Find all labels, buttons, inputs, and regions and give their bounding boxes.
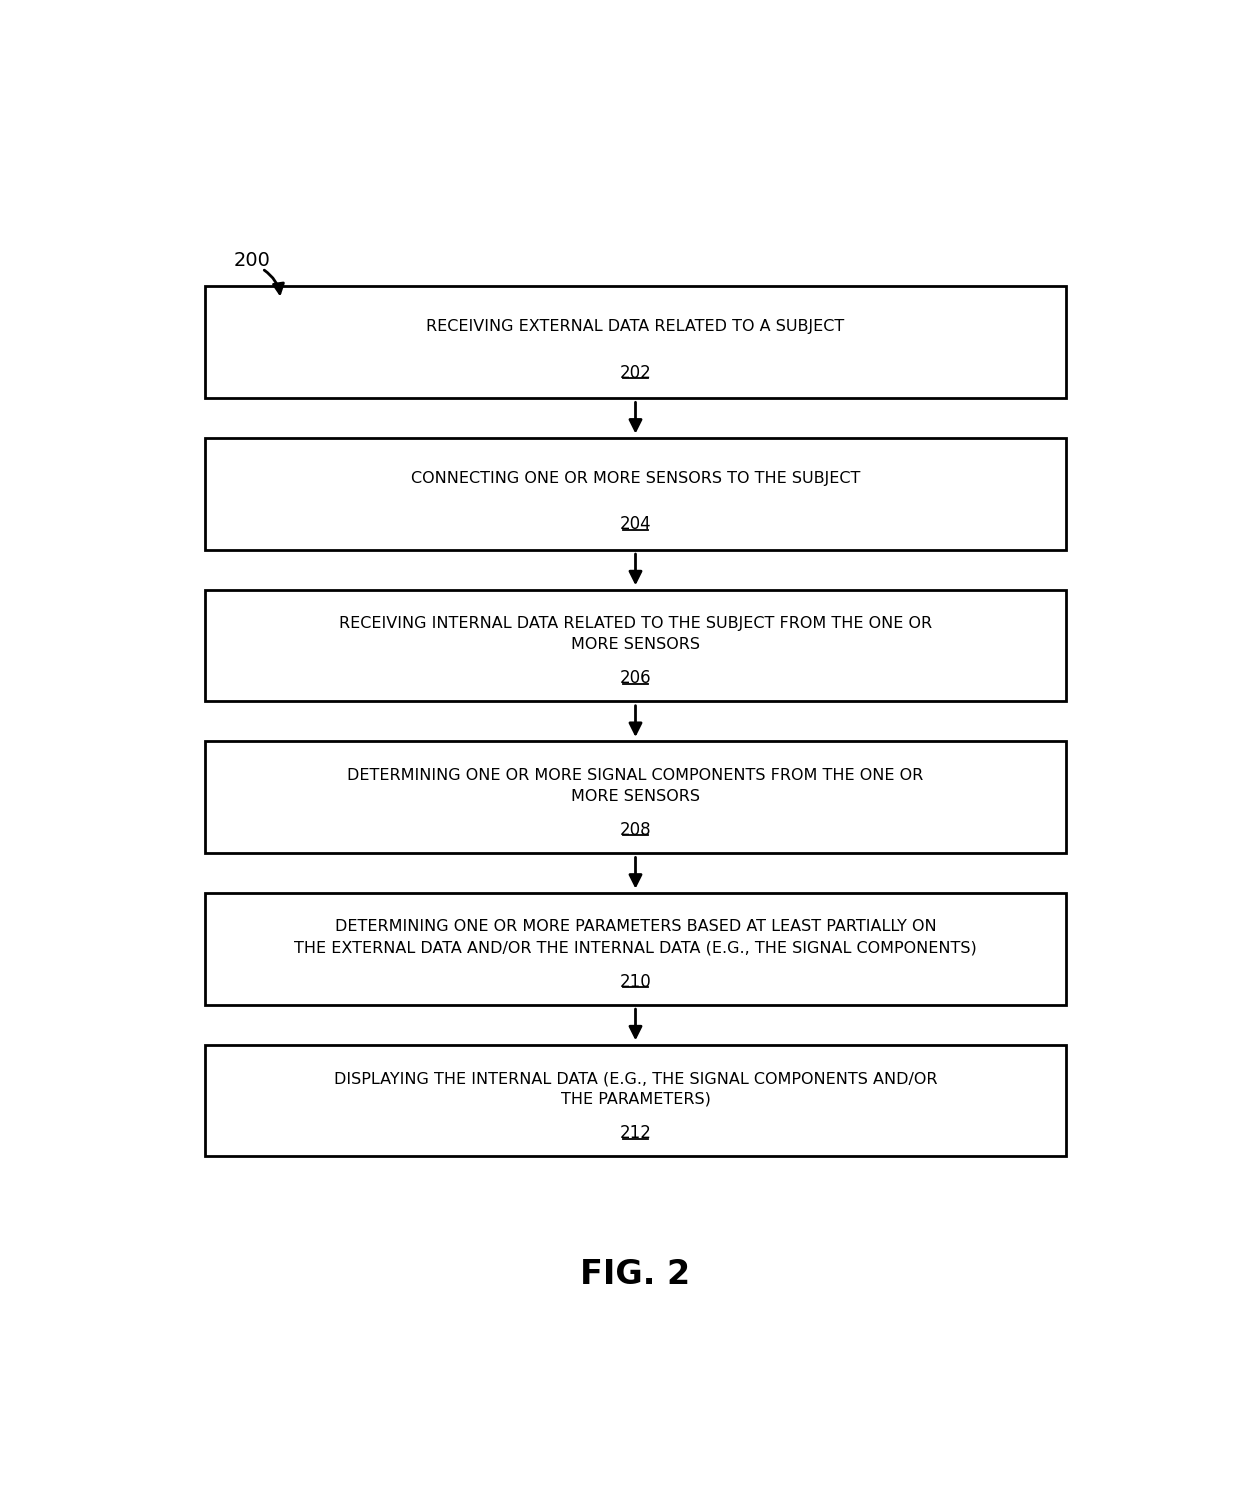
Text: 212: 212 (620, 1125, 651, 1143)
Text: 200: 200 (234, 251, 270, 270)
Bar (206, 893, 1065, 1005)
Text: FIG. 2: FIG. 2 (580, 1258, 691, 1291)
Text: DISPLAYING THE INTERNAL DATA (E.G., THE SIGNAL COMPONENTS AND/OR: DISPLAYING THE INTERNAL DATA (E.G., THE … (334, 1071, 937, 1086)
Text: THE PARAMETERS): THE PARAMETERS) (560, 1092, 711, 1107)
Text: DETERMINING ONE OR MORE PARAMETERS BASED AT LEAST PARTIALLY ON: DETERMINING ONE OR MORE PARAMETERS BASED… (335, 919, 936, 934)
Text: 210: 210 (620, 973, 651, 991)
Text: 202: 202 (620, 363, 651, 381)
Text: MORE SENSORS: MORE SENSORS (570, 636, 701, 651)
Text: THE EXTERNAL DATA AND/OR THE INTERNAL DATA (E.G., THE SIGNAL COMPONENTS): THE EXTERNAL DATA AND/OR THE INTERNAL DA… (294, 940, 977, 955)
Text: 204: 204 (620, 515, 651, 533)
Bar (206, 741, 1065, 853)
Bar (206, 1044, 1065, 1156)
Bar (206, 438, 1065, 550)
Text: CONNECTING ONE OR MORE SENSORS TO THE SUBJECT: CONNECTING ONE OR MORE SENSORS TO THE SU… (410, 471, 861, 486)
Text: MORE SENSORS: MORE SENSORS (570, 789, 701, 804)
Text: RECEIVING INTERNAL DATA RELATED TO THE SUBJECT FROM THE ONE OR: RECEIVING INTERNAL DATA RELATED TO THE S… (339, 616, 932, 630)
Text: 208: 208 (620, 820, 651, 840)
Text: RECEIVING EXTERNAL DATA RELATED TO A SUBJECT: RECEIVING EXTERNAL DATA RELATED TO A SUB… (427, 320, 844, 335)
Text: DETERMINING ONE OR MORE SIGNAL COMPONENTS FROM THE ONE OR: DETERMINING ONE OR MORE SIGNAL COMPONENT… (347, 768, 924, 783)
Bar (206, 287, 1065, 397)
Bar (206, 590, 1065, 701)
Text: 206: 206 (620, 669, 651, 687)
